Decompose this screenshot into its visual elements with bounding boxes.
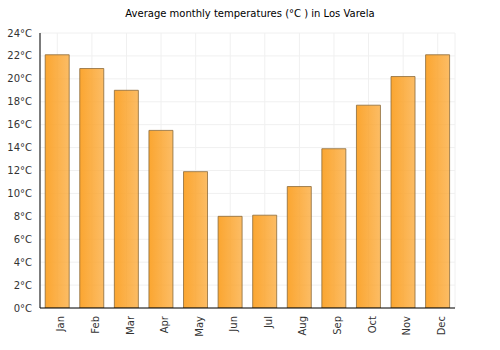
svg-text:10°C: 10°C (8, 188, 32, 199)
svg-text:20°C: 20°C (8, 73, 32, 84)
svg-text:Dec: Dec (436, 316, 447, 335)
svg-text:16°C: 16°C (8, 119, 32, 130)
svg-text:May: May (194, 316, 205, 337)
svg-text:Apr: Apr (159, 315, 170, 333)
svg-text:8°C: 8°C (14, 211, 32, 222)
svg-text:24°C: 24°C (8, 28, 32, 39)
svg-text:14°C: 14°C (8, 142, 32, 153)
svg-text:Mar: Mar (125, 315, 136, 335)
svg-text:Aug: Aug (297, 316, 308, 336)
svg-text:Sep: Sep (332, 316, 343, 335)
svg-text:Feb: Feb (90, 316, 101, 334)
svg-text:6°C: 6°C (14, 234, 32, 245)
svg-text:0°C: 0°C (14, 303, 32, 314)
svg-text:22°C: 22°C (8, 50, 32, 61)
svg-text:2°C: 2°C (14, 280, 32, 291)
svg-text:18°C: 18°C (8, 96, 32, 107)
svg-text:Nov: Nov (401, 316, 412, 336)
html-text:Average monthly temperatures (: Average monthly temperatures (°C ) in Lo… (125, 8, 375, 19)
svg-text:Jan: Jan (55, 316, 66, 332)
svg-text:4°C: 4°C (14, 257, 32, 268)
svg-text:Jul: Jul (263, 316, 274, 329)
svg-text:Oct: Oct (367, 316, 378, 333)
svg-text:12°C: 12°C (8, 165, 32, 176)
svg-text:Jun: Jun (228, 316, 239, 333)
